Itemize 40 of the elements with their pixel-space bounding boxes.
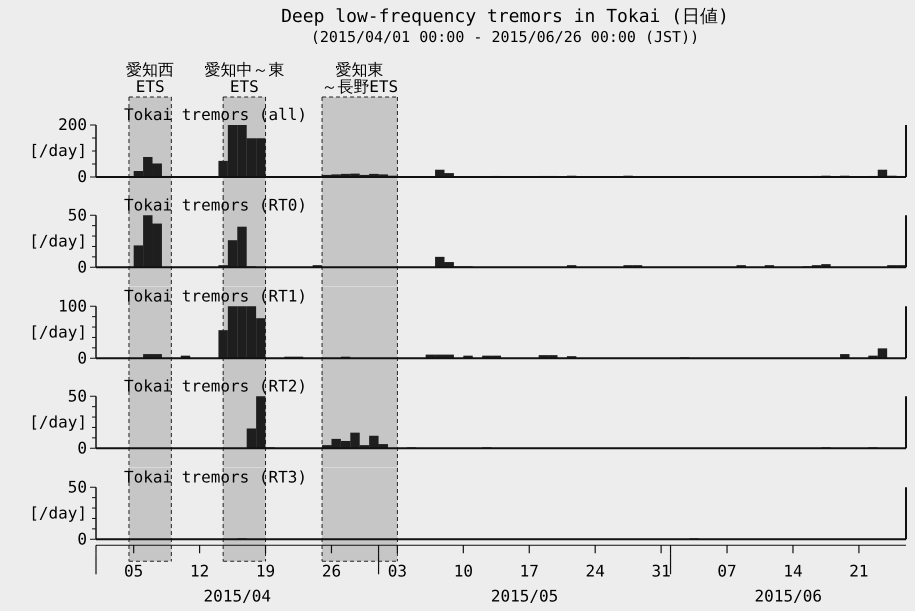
- y-tick-label: 0: [77, 348, 87, 367]
- y-tick-label: 0: [77, 438, 87, 458]
- y-tick-label: 200: [58, 115, 87, 134]
- legend-label: Tokai tremors (all): [124, 105, 308, 124]
- series-label: Tokai tremors (RT1): [124, 286, 308, 305]
- x-tick-label: 31: [651, 561, 671, 580]
- chart-title: Deep low-frequency tremors in Tokai (日値): [281, 6, 729, 27]
- band-label: 愛知中～東 ETS: [204, 60, 284, 96]
- y-axis-title: [/day]: [29, 141, 87, 160]
- x-tick-label: 14: [783, 561, 803, 580]
- text: Tokai tremors (RT2): [124, 376, 308, 396]
- band-label: 愛知西 ETS: [126, 60, 174, 96]
- chart-subtitle: (2015/04/01 00:00 - 2015/06/26 00:00 (JST)): [310, 28, 700, 46]
- x-tick-label: 12: [190, 561, 210, 580]
- text: 2015/04: [204, 586, 271, 605]
- series-label: Tokai tremors (RT0): [124, 196, 308, 214]
- y-axis-title: [/day]: [29, 503, 87, 522]
- y-axis-title: [/day]: [29, 412, 87, 432]
- x-tick-label: 17: [520, 561, 539, 580]
- band-label: 愛知東～長野ETS: [321, 60, 398, 96]
- text: Tokai tremors (RT3): [124, 467, 308, 486]
- y-tick-label: 50: [68, 477, 87, 496]
- text: 2015/06: [754, 586, 822, 605]
- y-axis-title: [/day]: [29, 322, 87, 341]
- x-tick-label: 24: [586, 561, 605, 580]
- y-tick-label: 0: [77, 529, 87, 548]
- y-tick-label: 100: [58, 296, 87, 315]
- text: 2015/05: [490, 586, 558, 605]
- y-tick-label: 50: [68, 386, 87, 406]
- x-tick-label: 19: [256, 561, 276, 580]
- x-tick-label: 07: [717, 561, 737, 580]
- x-tick-label: 10: [454, 561, 473, 580]
- x-tick-label: 05: [124, 561, 144, 580]
- y-tick-label: 0: [77, 258, 87, 276]
- y-tick-label: 50: [68, 206, 87, 224]
- x-tick-label: 21: [849, 561, 869, 580]
- y-tick-label: 0: [77, 167, 87, 186]
- y-axis-title: [/day]: [29, 232, 87, 250]
- x-tick-label: 03: [388, 561, 408, 580]
- x-tick-label: 26: [322, 561, 342, 580]
